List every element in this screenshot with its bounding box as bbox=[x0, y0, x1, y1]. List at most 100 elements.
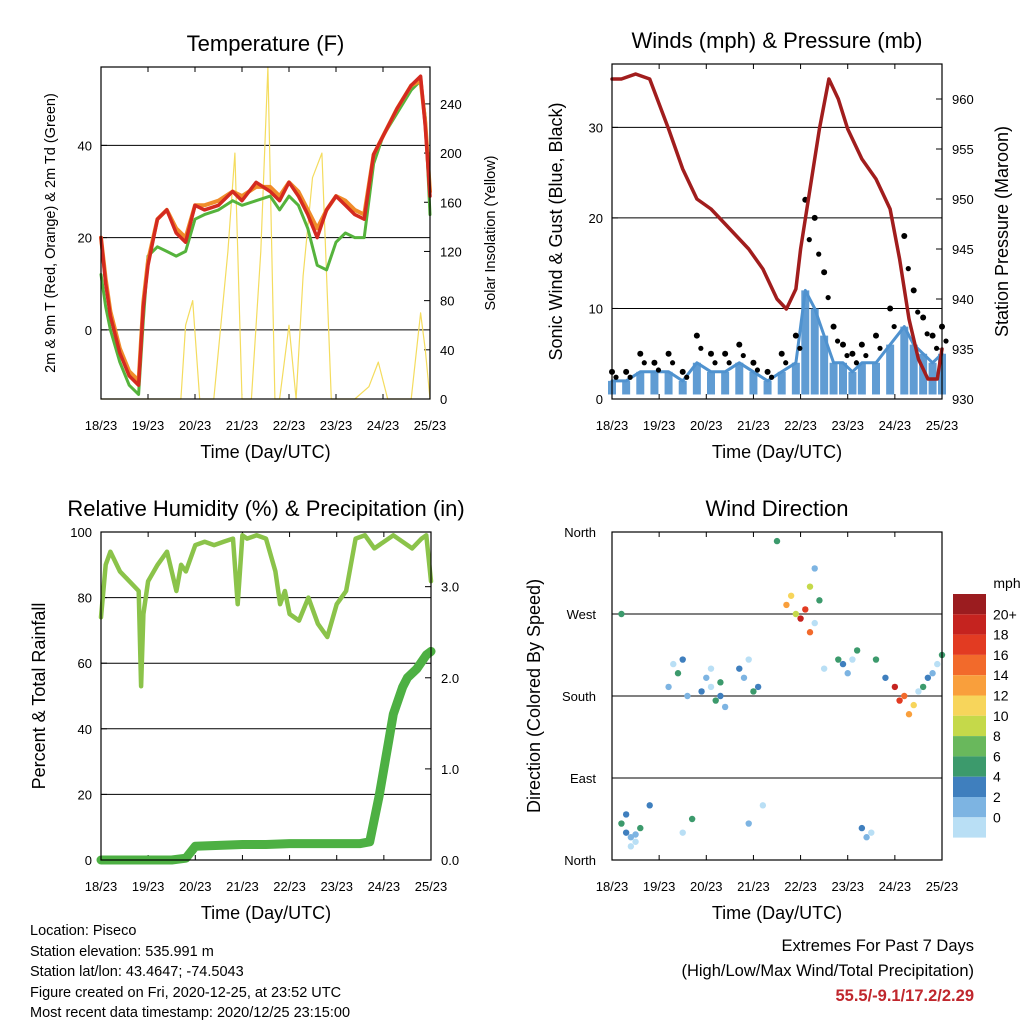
gust-point bbox=[901, 233, 908, 240]
direction-point bbox=[703, 674, 710, 681]
y-right-tick-label: 160 bbox=[440, 195, 462, 210]
direction-point bbox=[844, 670, 851, 677]
direction-point bbox=[858, 824, 866, 832]
legend-swatch bbox=[953, 756, 986, 777]
direction-point bbox=[740, 674, 748, 681]
direction-point bbox=[849, 656, 856, 663]
temperature-panel: Temperature (F) Time (Day/UTC) 18/23 19/23 2… bbox=[43, 31, 499, 462]
legend-swatch bbox=[953, 594, 986, 615]
gust-point bbox=[891, 323, 897, 330]
x-tick-label: 21/23 bbox=[226, 879, 259, 894]
y-right-tick-label: 80 bbox=[440, 294, 454, 309]
plot-frame bbox=[611, 63, 943, 400]
gust-point bbox=[853, 360, 860, 366]
gust-point bbox=[641, 360, 647, 366]
direction-point bbox=[627, 834, 635, 841]
direction-point bbox=[891, 683, 899, 691]
x-tick-label: 23/23 bbox=[320, 879, 353, 894]
gust-point bbox=[698, 345, 704, 351]
legend-label: 4 bbox=[993, 769, 1001, 785]
extremes-title: Extremes For Past 7 Days bbox=[781, 937, 974, 955]
x-tick-label: 25/23 bbox=[415, 879, 448, 894]
y-axis-label: Sonic Wind & Gust (Blue, Black) bbox=[546, 102, 566, 360]
direction-point bbox=[637, 824, 644, 832]
y-tick-label: 20 bbox=[589, 211, 603, 226]
direction-point bbox=[797, 615, 804, 622]
x-tick-label: 22/23 bbox=[784, 879, 817, 894]
gust-point bbox=[849, 350, 856, 357]
gust-point bbox=[797, 345, 803, 351]
station-info: Location: Piseco Station elevation: 535.… bbox=[30, 921, 350, 1024]
y-tick-label: 80 bbox=[78, 591, 92, 606]
direction-point bbox=[924, 674, 932, 681]
direction-point bbox=[910, 701, 917, 709]
gust-point bbox=[821, 269, 828, 276]
x-tick-label: 23/23 bbox=[320, 418, 353, 433]
figure-created: Figure created on Fri, 2020-12-25, at 23… bbox=[30, 984, 342, 1001]
station-location: Location: Piseco bbox=[30, 923, 137, 939]
x-tick-label: 21/23 bbox=[737, 879, 770, 894]
direction-point bbox=[820, 665, 828, 672]
sonic-wind-band bbox=[608, 290, 946, 395]
x-tick-label: 19/23 bbox=[132, 879, 165, 894]
y-right-tick-label: 240 bbox=[440, 97, 462, 112]
y-tick-label: 10 bbox=[589, 301, 603, 316]
legend-label: 16 bbox=[993, 647, 1009, 663]
direction-point bbox=[721, 703, 729, 711]
x-tick-label: 23/23 bbox=[831, 418, 864, 433]
gust-point bbox=[910, 287, 917, 294]
y-right-tick-label: 200 bbox=[440, 146, 462, 161]
direction-point bbox=[736, 665, 743, 672]
direction-point bbox=[863, 834, 870, 841]
direction-point bbox=[839, 660, 847, 668]
y-right-axis-label: Solar Insolation (Yellow) bbox=[483, 155, 499, 310]
gust-point bbox=[750, 359, 757, 366]
plot-frame bbox=[100, 66, 431, 400]
temperature-2m-line bbox=[99, 74, 432, 387]
gust-point bbox=[764, 368, 771, 375]
x-axis-label: Time (Day/UTC) bbox=[712, 442, 842, 462]
x-tick-label: 20/23 bbox=[179, 418, 212, 433]
direction-point bbox=[688, 815, 696, 823]
y-right-tick-label: 2.0 bbox=[441, 671, 459, 686]
y-right-tick-label: 945 bbox=[952, 242, 974, 257]
y-tick-label: 40 bbox=[78, 722, 92, 737]
x-tick-label: 20/23 bbox=[179, 879, 212, 894]
humidity-precip-panel: Relative Humidity (%) & Precipitation (i… bbox=[29, 496, 465, 923]
direction-point bbox=[670, 660, 677, 668]
gust-point bbox=[655, 367, 662, 373]
gust-point bbox=[929, 332, 936, 339]
gust-point bbox=[712, 360, 718, 366]
x-tick-label: 24/23 bbox=[879, 879, 912, 894]
gust-point bbox=[811, 214, 818, 221]
gust-point bbox=[844, 352, 850, 359]
direction-point bbox=[901, 692, 908, 700]
station-pressure-line bbox=[610, 72, 944, 381]
gust-point bbox=[877, 345, 883, 351]
direction-point bbox=[811, 565, 818, 572]
legend-swatch bbox=[953, 776, 986, 797]
direction-point bbox=[783, 601, 790, 609]
x-axis-label: Time (Day/UTC) bbox=[712, 903, 842, 923]
legend-swatch bbox=[953, 614, 986, 635]
plot-frame bbox=[611, 531, 943, 861]
legend-label: 8 bbox=[993, 728, 1001, 744]
y-right-tick-label: 940 bbox=[952, 292, 974, 307]
sonic-wind-line bbox=[610, 288, 944, 383]
legend-label: 18 bbox=[993, 627, 1009, 643]
winds-pressure-panel: Winds (mph) & Pressure (mb) Time (Day/UTC… bbox=[546, 28, 1012, 462]
station-latlon: Station lat/lon: 43.4647; -74.5043 bbox=[30, 964, 244, 980]
direction-point bbox=[618, 820, 625, 827]
direction-point bbox=[754, 683, 762, 691]
y-tick-label: 40 bbox=[78, 138, 92, 153]
x-tick-label: 18/23 bbox=[85, 418, 118, 433]
gust-point bbox=[905, 266, 911, 272]
direction-point bbox=[802, 606, 809, 613]
gust-point bbox=[924, 331, 930, 337]
x-tick-label: 20/23 bbox=[690, 879, 723, 894]
direction-point bbox=[698, 688, 705, 695]
direction-point bbox=[745, 656, 752, 663]
direction-point bbox=[745, 820, 752, 827]
y-right-tick-label: 955 bbox=[952, 142, 974, 157]
x-tick-label: 19/23 bbox=[643, 879, 676, 894]
